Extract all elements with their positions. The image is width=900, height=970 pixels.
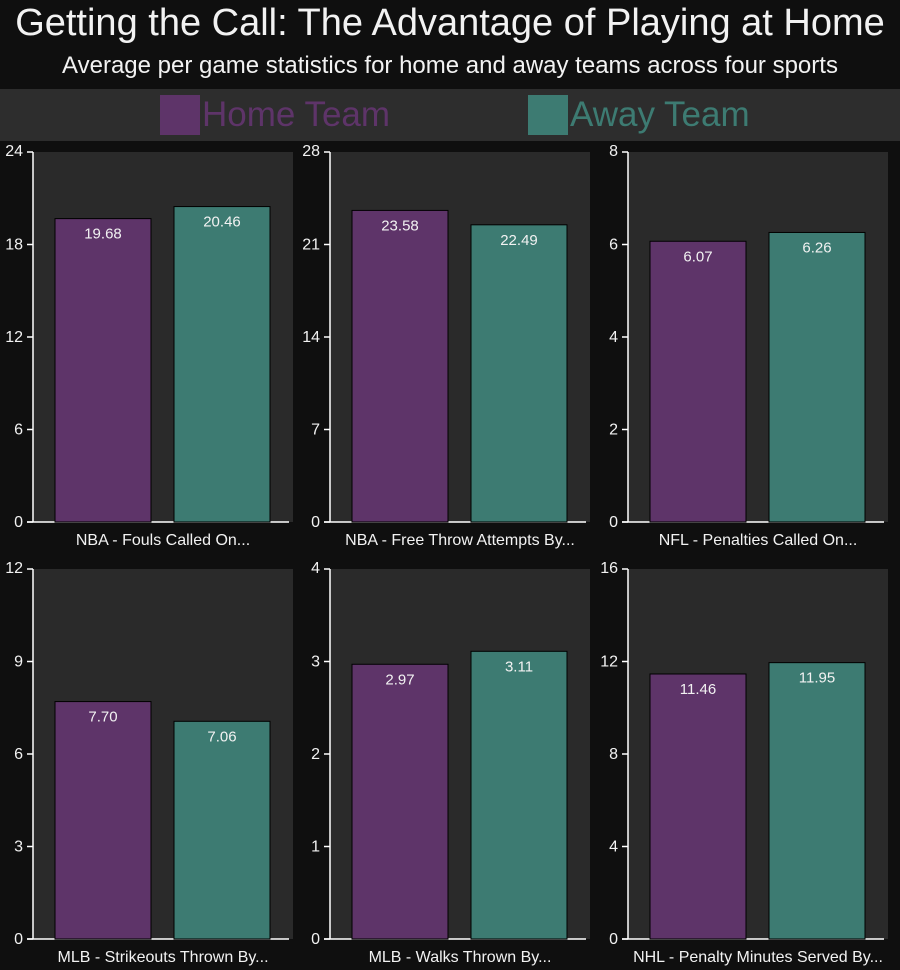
category-label: NBA - Free Throw Attempts By... bbox=[345, 532, 575, 549]
y-tick-label: 12 bbox=[5, 560, 23, 577]
y-tick-label: 18 bbox=[5, 237, 23, 254]
bar-home bbox=[351, 663, 449, 940]
bar-away bbox=[768, 662, 866, 940]
panel-2: 0 7 14 21 28 23.58 22.49 NBA - Free Throw Attem… bbox=[302, 143, 590, 549]
data-label-home: 6.07 bbox=[683, 248, 712, 265]
bar-home bbox=[54, 701, 152, 940]
y-tick-label: 0 bbox=[14, 514, 23, 531]
bar-away bbox=[173, 206, 271, 523]
data-label-home: 11.46 bbox=[680, 681, 716, 698]
data-label-away: 20.46 bbox=[203, 214, 241, 231]
bar-home bbox=[649, 673, 747, 940]
legend-label-home: Home Team bbox=[202, 95, 391, 134]
y-tick-label: 16 bbox=[600, 560, 618, 577]
legend-label-away: Away Team bbox=[570, 95, 750, 134]
category-label: NHL - Penalty Minutes Served By... bbox=[633, 949, 883, 966]
y-tick-label: 6 bbox=[14, 422, 23, 439]
y-tick-label: 3 bbox=[311, 654, 320, 671]
y-tick-label: 2 bbox=[311, 746, 320, 763]
y-tick-label: 2 bbox=[609, 422, 618, 439]
y-tick-label: 0 bbox=[311, 514, 320, 531]
y-tick-label: 1 bbox=[311, 839, 320, 856]
y-tick-label: 4 bbox=[609, 839, 618, 856]
data-label-away: 6.26 bbox=[802, 239, 831, 256]
y-tick-label: 6 bbox=[14, 746, 23, 763]
data-label-home: 7.70 bbox=[88, 709, 117, 726]
panel-3: 0 2 4 6 8 6.07 6.26 NFL - Penalties Called On..… bbox=[609, 143, 888, 549]
y-tick-label: 4 bbox=[609, 329, 618, 346]
y-tick-label: 7 bbox=[311, 422, 320, 439]
data-label-away: 11.95 bbox=[799, 670, 835, 687]
data-label-home: 2.97 bbox=[385, 671, 414, 688]
chart-title: Getting the Call: The Advantage of Playi… bbox=[15, 2, 885, 44]
bar-away bbox=[768, 231, 866, 523]
y-tick-label: 0 bbox=[609, 514, 618, 531]
legend-swatch-home bbox=[160, 95, 200, 135]
data-label-home: 19.68 bbox=[84, 226, 122, 243]
y-tick-label: 14 bbox=[302, 329, 320, 346]
panel-6: 0 4 8 12 16 11.46 11.95 NHL - Penalty Minutes S… bbox=[600, 560, 888, 966]
category-label: NFL - Penalties Called On... bbox=[659, 532, 858, 549]
bar-home bbox=[649, 240, 747, 523]
legend-swatch-away bbox=[528, 95, 568, 135]
y-tick-label: 9 bbox=[14, 654, 23, 671]
legend: Home Team Away Team bbox=[0, 89, 900, 141]
panel-5: 0 1 2 3 4 2.97 3.11 MLB - Walks Thrown By... bbox=[311, 560, 590, 966]
y-tick-label: 12 bbox=[5, 329, 23, 346]
y-tick-label: 6 bbox=[609, 237, 618, 254]
bar-home bbox=[351, 209, 449, 523]
category-label: MLB - Strikeouts Thrown By... bbox=[57, 949, 268, 966]
panel-4: 0 3 6 9 12 7.70 7.06 MLB - Strikeouts Thrown By… bbox=[5, 560, 293, 966]
data-label-away: 7.06 bbox=[207, 728, 236, 745]
data-label-home: 23.58 bbox=[381, 217, 419, 234]
y-tick-label: 0 bbox=[14, 931, 23, 948]
y-tick-label: 3 bbox=[14, 839, 23, 856]
bar-away bbox=[470, 650, 568, 940]
y-tick-label: 12 bbox=[600, 654, 618, 671]
data-label-away: 3.11 bbox=[505, 658, 533, 675]
y-tick-label: 8 bbox=[609, 143, 618, 160]
panel-1: 0 6 12 18 24 19.68 20.46 NBA - Fouls Called On.… bbox=[5, 143, 293, 549]
y-tick-label: 4 bbox=[311, 560, 320, 577]
bar-home bbox=[54, 218, 152, 523]
data-label-away: 22.49 bbox=[500, 232, 538, 249]
bar-away bbox=[470, 224, 568, 523]
y-tick-label: 0 bbox=[311, 931, 320, 948]
bar-away bbox=[173, 720, 271, 940]
y-tick-label: 8 bbox=[609, 746, 618, 763]
y-tick-label: 28 bbox=[302, 143, 320, 160]
category-label: NBA - Fouls Called On... bbox=[76, 532, 250, 549]
chart-subtitle: Average per game statistics for home and… bbox=[62, 52, 838, 79]
y-tick-label: 21 bbox=[302, 237, 320, 254]
y-tick-label: 0 bbox=[609, 931, 618, 948]
category-label: MLB - Walks Thrown By... bbox=[369, 949, 552, 966]
y-tick-label: 24 bbox=[5, 143, 23, 160]
